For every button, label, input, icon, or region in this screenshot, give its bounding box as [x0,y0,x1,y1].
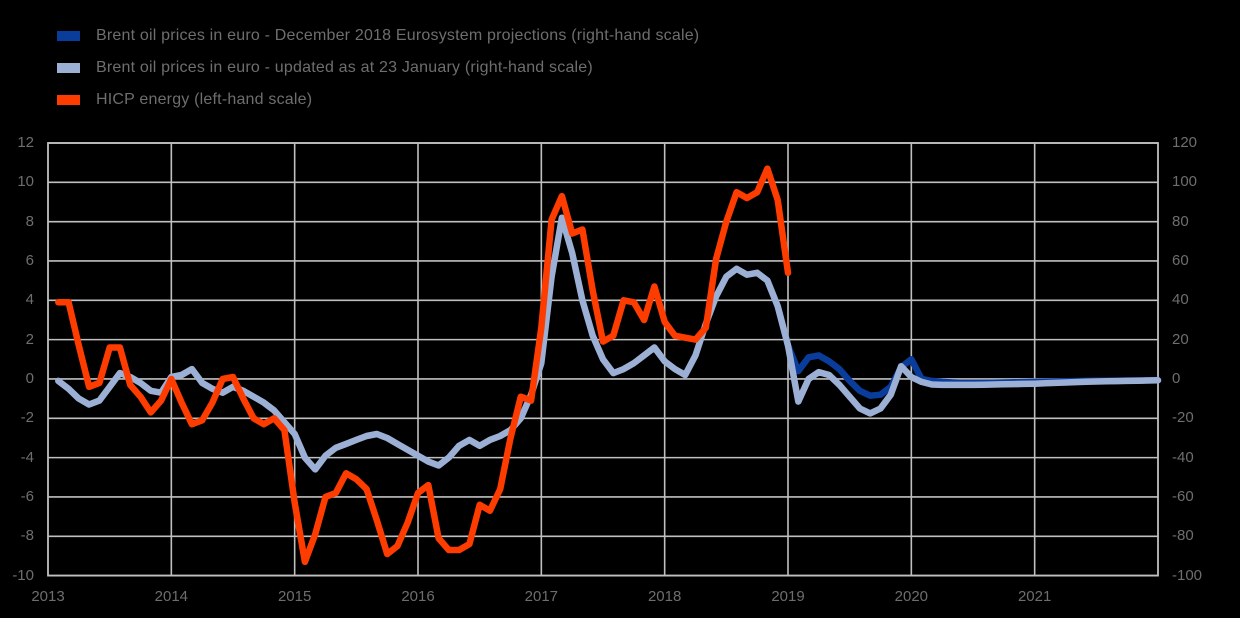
legend-swatch-updated [57,63,80,73]
plot-frame [47,142,1159,577]
left-axis-tick: 2 [25,330,34,348]
legend-item: Brent oil prices in euro - December 2018… [57,27,699,45]
x-axis-tick: 2014 [154,588,189,605]
legend-label-updated: Brent oil prices in euro - updated as at… [96,59,593,76]
right-axis-tick: -20 [1172,409,1194,427]
legend-swatch-projections [57,31,80,41]
right-axis-tick: -60 [1172,487,1194,505]
x-axis-tick: 2013 [31,588,65,605]
legend-label-projections: Brent oil prices in euro - December 2018… [96,27,700,44]
series-line-1 [55,214,1162,473]
legend-label-hicp-energy: HICP energy (left-hand scale) [96,91,313,108]
right-axis-tick: -40 [1172,448,1194,466]
right-axis-tick: 60 [1172,251,1189,269]
legend-item: HICP energy (left-hand scale) [57,91,312,109]
left-axis-tick: 10 [17,173,34,191]
right-axis-tick: 100 [1172,173,1198,191]
right-axis-tick: -80 [1172,527,1194,545]
left-axis-tick: 12 [17,134,34,151]
x-axis-tick: 2016 [401,588,435,605]
x-axis-tick: 2015 [277,588,312,605]
right-axis-tick: 20 [1172,330,1189,348]
left-axis-tick: -8 [20,527,34,545]
legend-swatch-hicp-energy [57,95,80,105]
right-axis-tick: -100 [1172,566,1203,584]
x-axis-tick: 2020 [894,588,929,605]
left-axis-tick: -2 [20,409,34,427]
right-axis-tick: 0 [1172,369,1181,387]
series-line-2 [55,165,792,566]
left-axis-tick: -6 [20,487,34,505]
x-axis-tick: 2018 [647,588,682,605]
left-axis-tick: 0 [25,369,34,387]
left-axis-tick: 4 [25,291,34,309]
left-axis-tick: -10 [12,566,34,584]
left-axis-tick: 6 [25,251,34,269]
left-axis-tick: 8 [25,212,34,230]
x-axis-tick: 2019 [771,588,805,605]
legend-item: Brent oil prices in euro - updated as at… [57,59,593,77]
right-axis-tick: 40 [1172,291,1189,309]
x-axis-tick: 2017 [524,588,559,605]
left-axis-tick: -4 [20,448,34,466]
right-axis-tick: 80 [1172,212,1189,230]
x-axis-tick: 2021 [1017,588,1052,605]
right-axis-tick: 120 [1172,134,1198,151]
